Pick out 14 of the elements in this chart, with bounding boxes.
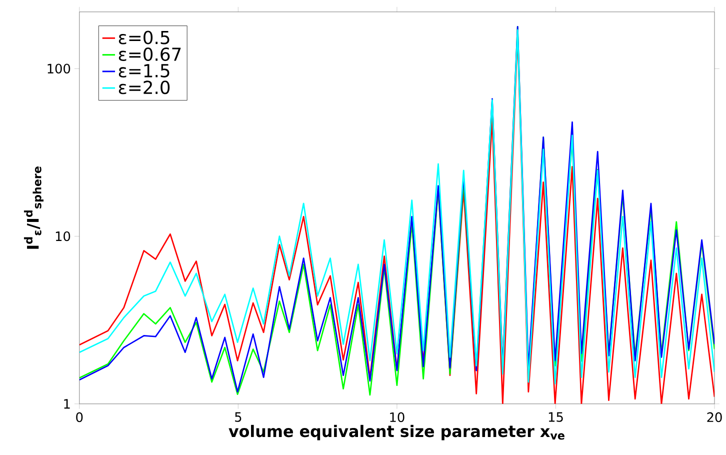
x-tick-label: 15: [548, 412, 563, 422]
y-tick-label: 10: [56, 231, 70, 241]
legend-label: ε=0.5: [118, 30, 170, 44]
x-tick-label: 5: [235, 412, 242, 422]
x-tick-label: 0: [76, 412, 83, 422]
x-tick-label: 20: [707, 412, 722, 422]
x-tick-label: 10: [390, 412, 404, 422]
y-axis-title: I$^{d}$$_{ε}$/I$^{d}$sphere: [24, 166, 44, 249]
x-axis-title: volume equivalent size parameter x$_{ve}$: [228, 424, 564, 440]
legend-label: ε=1.5: [118, 64, 170, 78]
y-tick-label: 100: [48, 64, 70, 74]
legend-label: ε=0.67: [118, 47, 181, 61]
y-tick-label: 1: [64, 398, 70, 408]
legend-label: ε=2.0: [118, 80, 170, 94]
